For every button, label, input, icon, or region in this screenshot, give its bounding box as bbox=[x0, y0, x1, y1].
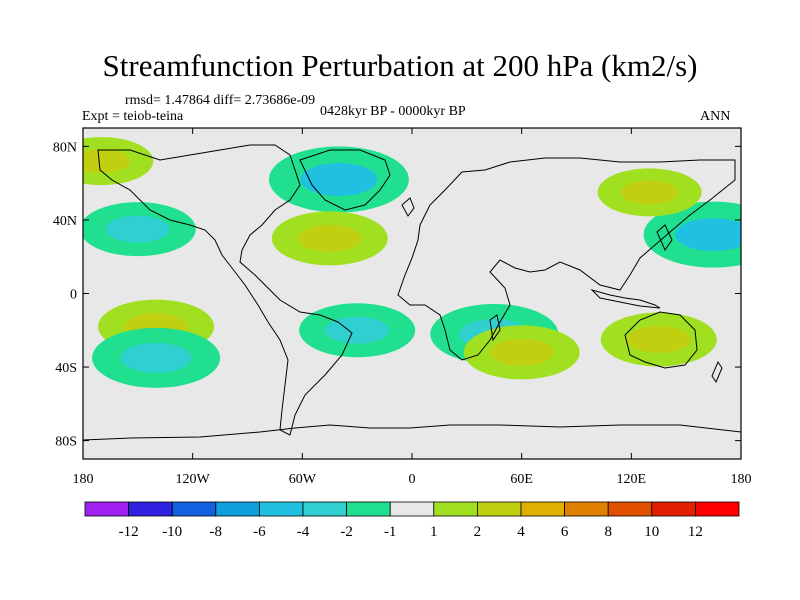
anomaly-core-2 bbox=[297, 224, 362, 252]
anomaly-core-8 bbox=[325, 316, 390, 344]
colorbar-label: -4 bbox=[297, 524, 310, 540]
colorbar-label: -8 bbox=[210, 524, 223, 540]
colorbar-swatch bbox=[695, 501, 740, 517]
anomaly-core-1 bbox=[300, 162, 378, 196]
map-field bbox=[83, 128, 741, 459]
experiment-label: Expt = teiob-teina bbox=[82, 109, 184, 124]
colorbar-swatch bbox=[215, 501, 260, 517]
colorbar-label: -1 bbox=[384, 524, 397, 540]
colorbar-swatch bbox=[302, 501, 347, 517]
anomaly-core-3 bbox=[675, 218, 741, 252]
anomaly-core-10 bbox=[626, 325, 691, 353]
map-axes: 180 120W 60W 0 60E 120E 180 80N 40N 0 40S 80S bbox=[53, 128, 752, 487]
y-tick-label: 40S bbox=[55, 361, 77, 376]
x-tick-label: 60W bbox=[289, 472, 317, 487]
colorbar-swatch bbox=[476, 501, 522, 517]
anomaly-core-4 bbox=[83, 149, 130, 174]
colorbar-swatch bbox=[651, 501, 696, 517]
colorbar: -12 -10 -8 -6 -4 -2 -1 1 2 4 6 8 10 12 bbox=[84, 501, 740, 540]
colorbar-swatch bbox=[346, 501, 391, 517]
colorbar-label: 8 bbox=[604, 524, 612, 540]
anomaly-core-0 bbox=[105, 215, 170, 243]
colorbar-label: 2 bbox=[474, 524, 482, 540]
colorbar-swatch bbox=[520, 501, 565, 517]
x-tick-label: 60E bbox=[510, 472, 533, 487]
colorbar-swatch bbox=[171, 501, 217, 517]
x-tick-label: 120W bbox=[176, 472, 211, 487]
y-tick-label: 80N bbox=[53, 140, 77, 155]
colorbar-label: 4 bbox=[517, 524, 525, 540]
y-tick-label: 80S bbox=[55, 435, 77, 450]
colorbar-label: -2 bbox=[340, 524, 353, 540]
colorbar-swatch bbox=[607, 501, 653, 517]
colorbar-swatch bbox=[84, 501, 129, 517]
colorbar-swatch bbox=[564, 501, 609, 517]
colorbar-swatch bbox=[258, 501, 304, 517]
colorbar-label: 12 bbox=[688, 524, 703, 540]
y-tick-label: 40N bbox=[53, 214, 77, 229]
x-tick-label: 0 bbox=[409, 472, 416, 487]
colorbar-label: 10 bbox=[644, 524, 659, 540]
chart-title: Streamfunction Perturbation at 200 hPa (… bbox=[102, 48, 698, 83]
anomaly-core-7 bbox=[120, 342, 192, 373]
colorbar-label: -6 bbox=[253, 524, 266, 540]
colorbar-label: 1 bbox=[430, 524, 438, 540]
x-tick-label: 180 bbox=[73, 472, 94, 487]
colorbar-swatch bbox=[433, 501, 478, 517]
colorbar-swatch bbox=[128, 501, 173, 517]
colorbar-label: -12 bbox=[119, 524, 139, 540]
colorbar-label: 6 bbox=[561, 524, 569, 540]
season-label: ANN bbox=[700, 109, 731, 124]
y-tick-label: 0 bbox=[70, 288, 77, 303]
colorbar-swatch bbox=[389, 501, 435, 517]
period-label: 0428kyr BP - 0000kyr BP bbox=[320, 104, 466, 119]
coastlines bbox=[83, 144, 741, 441]
stats-label: rmsd= 1.47864 diff= 2.73686e-09 bbox=[125, 93, 316, 108]
anomaly-core-11 bbox=[489, 338, 554, 366]
anomaly-core-5 bbox=[621, 180, 679, 205]
x-tick-label: 180 bbox=[731, 472, 752, 487]
colorbar-label: -10 bbox=[162, 524, 182, 540]
x-tick-label: 120E bbox=[617, 472, 647, 487]
